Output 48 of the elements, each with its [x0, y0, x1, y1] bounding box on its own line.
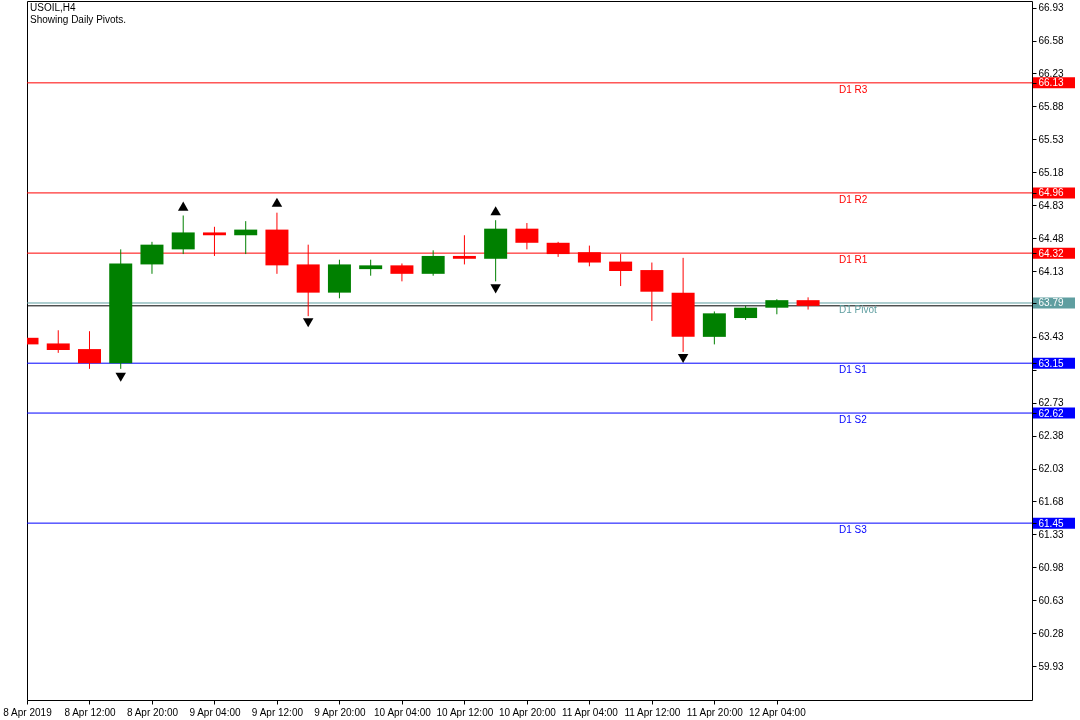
x-tick-label: 9 Apr 20:00 [314, 706, 366, 718]
x-tick-label: 9 Apr 12:00 [251, 706, 304, 718]
y-tick-label: 61.68 [1038, 496, 1064, 507]
chart-title: USOIL,H4 [30, 2, 77, 13]
x-tick-label: 8 Apr 2019 [3, 706, 53, 718]
y-tick-label: 60.98 [1038, 561, 1064, 573]
x-tick-label: 10 Apr 04:00 [374, 706, 432, 718]
y-tick-label: 59.93 [1038, 660, 1064, 672]
y-tick-label: 64.83 [1038, 199, 1064, 211]
y-tick-label: 60.28 [1038, 627, 1064, 639]
y-tick-label: 65.88 [1038, 100, 1064, 112]
y-tick-label: 65.53 [1038, 133, 1064, 145]
y-tick-label: 64.48 [1038, 232, 1064, 244]
y-tick-label: 66.13 [1038, 77, 1064, 89]
y-tick-label: 63.15 [1038, 357, 1064, 369]
x-tick-label: 12 Apr 04:00 [748, 706, 807, 718]
x-tick-label: 11 Apr 20:00 [686, 706, 744, 718]
y-tick-label: 61.33 [1038, 528, 1064, 540]
ref-line-label: D1 Pivot [839, 303, 878, 315]
x-tick-label: 10 Apr 12:00 [436, 706, 494, 718]
ref-line-label: D1 R2 [839, 193, 868, 205]
y-tick-label: 64.96 [1038, 187, 1064, 199]
y-tick-label: 61.45 [1038, 517, 1064, 529]
y-tick-label: 62.73 [1038, 397, 1064, 409]
x-tick-label: 11 Apr 04:00 [561, 706, 619, 718]
ref-line-label: D1 S1 [839, 364, 868, 376]
y-tick-label: 65.18 [1038, 166, 1064, 178]
ref-line-label: D1 S2 [839, 414, 868, 426]
y-tick-label: 60.63 [1038, 594, 1064, 606]
y-tick-label: 66.58 [1038, 35, 1064, 47]
x-tick-label: 11 Apr 12:00 [624, 706, 681, 718]
text: Showing Daily Pivots. [30, 14, 127, 25]
y-tick-label: 62.38 [1038, 430, 1064, 442]
ref-line-label: D1 R1 [839, 254, 868, 266]
ref-line-label: D1 S3 [839, 524, 868, 536]
y-tick-label: 62.62 [1038, 407, 1064, 419]
y-tick-label: 63.43 [1038, 331, 1064, 343]
y-tick-label: 63.79 [1038, 297, 1064, 309]
x-tick-label: 8 Apr 20:00 [126, 706, 179, 718]
x-tick-label: 8 Apr 12:00 [64, 706, 116, 718]
ref-line-label: D1 R3 [839, 83, 868, 95]
y-tick-label: 64.13 [1038, 265, 1064, 277]
x-tick-label: 10 Apr 20:00 [499, 706, 557, 718]
x-tick-label: 9 Apr 04:00 [189, 706, 241, 718]
y-tick-label: 64.32 [1038, 247, 1064, 259]
y-tick-label: 66.23 [1038, 67, 1064, 79]
y-tick-label: 66.93 [1038, 2, 1064, 14]
y-tick-label: 62.03 [1038, 463, 1064, 475]
